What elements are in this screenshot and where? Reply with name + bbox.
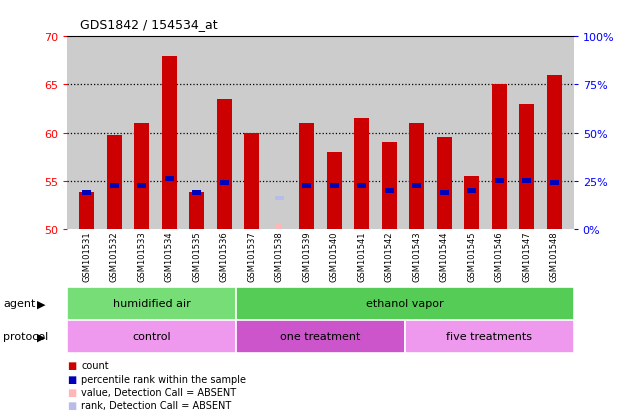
Bar: [275, 196, 284, 201]
Text: GSM101534: GSM101534: [165, 231, 174, 281]
Bar: [217, 100, 232, 229]
Text: agent: agent: [3, 299, 36, 309]
Bar: [302, 184, 312, 188]
Text: GSM101541: GSM101541: [357, 231, 366, 281]
Bar: [67, 287, 236, 320]
Bar: [357, 184, 366, 188]
Bar: [385, 188, 394, 193]
Bar: [412, 184, 421, 188]
Bar: [405, 320, 574, 353]
Bar: [354, 119, 369, 229]
Bar: [276, 224, 283, 229]
Text: GSM101543: GSM101543: [412, 231, 421, 281]
Text: five treatments: five treatments: [446, 332, 532, 342]
Text: GSM101547: GSM101547: [522, 231, 531, 281]
Text: humidified air: humidified air: [113, 299, 190, 309]
Bar: [547, 76, 562, 229]
Text: ■: ■: [67, 400, 76, 410]
Bar: [299, 123, 314, 229]
Text: ■: ■: [67, 374, 76, 384]
Text: GSM101535: GSM101535: [192, 231, 201, 281]
Bar: [192, 190, 201, 195]
Text: rank, Detection Call = ABSENT: rank, Detection Call = ABSENT: [81, 400, 231, 410]
Bar: [110, 184, 119, 188]
Bar: [82, 190, 91, 195]
Bar: [327, 152, 342, 229]
Text: GSM101536: GSM101536: [220, 231, 229, 282]
Text: GSM101544: GSM101544: [440, 231, 449, 281]
Bar: [550, 181, 559, 185]
Bar: [492, 85, 507, 229]
Bar: [467, 188, 476, 193]
Text: GSM101540: GSM101540: [329, 231, 338, 281]
Bar: [162, 57, 177, 229]
Bar: [437, 138, 452, 229]
Bar: [409, 123, 424, 229]
Text: percentile rank within the sample: percentile rank within the sample: [81, 374, 246, 384]
Text: GSM101538: GSM101538: [275, 231, 284, 282]
Text: GSM101539: GSM101539: [303, 231, 312, 281]
Bar: [382, 143, 397, 229]
Bar: [519, 104, 535, 229]
Text: GSM101545: GSM101545: [467, 231, 476, 281]
Bar: [236, 287, 574, 320]
Text: ■: ■: [67, 361, 76, 370]
Text: count: count: [81, 361, 109, 370]
Text: GSM101537: GSM101537: [247, 231, 256, 282]
Bar: [440, 190, 449, 195]
Text: GSM101546: GSM101546: [495, 231, 504, 281]
Text: GDS1842 / 154534_at: GDS1842 / 154534_at: [80, 18, 218, 31]
Bar: [244, 133, 259, 229]
Text: GSM101533: GSM101533: [137, 231, 146, 282]
Bar: [236, 320, 405, 353]
Bar: [220, 181, 229, 185]
Bar: [137, 184, 146, 188]
Text: GSM101532: GSM101532: [110, 231, 119, 281]
Bar: [67, 320, 236, 353]
Bar: [79, 193, 94, 229]
Bar: [329, 184, 339, 188]
Text: ▶: ▶: [37, 332, 46, 342]
Text: value, Detection Call = ABSENT: value, Detection Call = ABSENT: [81, 387, 237, 397]
Bar: [165, 177, 174, 182]
Text: ■: ■: [67, 387, 76, 397]
Text: GSM101542: GSM101542: [385, 231, 394, 281]
Bar: [189, 193, 204, 229]
Bar: [134, 123, 149, 229]
Text: ▶: ▶: [37, 299, 46, 309]
Bar: [522, 179, 531, 184]
Bar: [106, 136, 122, 229]
Text: one treatment: one treatment: [280, 332, 361, 342]
Bar: [464, 176, 479, 229]
Text: control: control: [133, 332, 171, 342]
Bar: [495, 179, 504, 184]
Text: protocol: protocol: [3, 332, 49, 342]
Text: GSM101531: GSM101531: [82, 231, 91, 281]
Text: GSM101548: GSM101548: [550, 231, 559, 281]
Text: ethanol vapor: ethanol vapor: [366, 299, 444, 309]
